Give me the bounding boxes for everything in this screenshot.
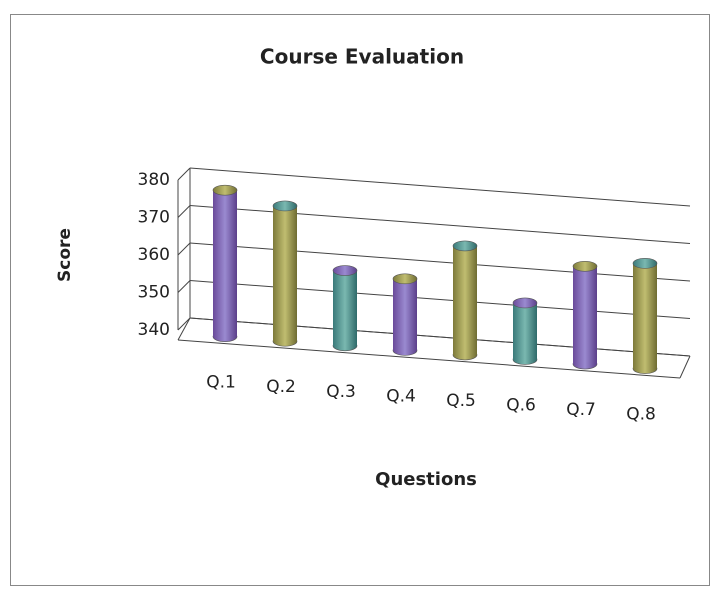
cylinder-top: [572, 260, 598, 272]
x-tick-label: Q.1: [206, 373, 236, 393]
cylinder-top: [212, 184, 238, 196]
cylinder-top: [272, 200, 298, 212]
x-tick-label: Q.4: [386, 386, 416, 406]
bar: [573, 266, 597, 365]
bar: [333, 270, 357, 346]
x-tick-label: Q.6: [506, 395, 536, 415]
grid-line-side: [177, 242, 191, 256]
grid-line-side: [177, 317, 191, 331]
floor-right: [679, 355, 691, 379]
grid-line: [189, 167, 691, 207]
grid-line-side: [177, 167, 191, 181]
bar: [213, 190, 237, 337]
grid-line-side: [177, 205, 191, 218]
grid-line: [189, 280, 691, 319]
cylinder-top: [392, 273, 418, 285]
x-axis-label: Questions: [375, 469, 477, 490]
grid-line-side: [177, 280, 191, 293]
x-tick-label: Q.2: [266, 377, 296, 397]
chart-title: Course Evaluation: [260, 45, 464, 69]
y-tick-label: 360: [138, 245, 170, 265]
floor-front: [177, 339, 681, 379]
bar: [633, 263, 657, 369]
floor-left: [177, 317, 191, 341]
x-tick-label: Q.8: [626, 405, 656, 425]
chart-frame: [10, 14, 710, 586]
bar: [453, 245, 477, 355]
cylinder-top: [452, 240, 478, 252]
bar: [513, 302, 537, 360]
x-tick-label: Q.3: [326, 382, 356, 402]
cylinder-top: [332, 265, 358, 276]
y-tick-label: 370: [138, 208, 170, 228]
y-tick-label: 340: [138, 320, 170, 340]
cylinder-top: [512, 297, 538, 309]
y-tick-label: 380: [138, 170, 170, 190]
bar: [273, 205, 297, 342]
y-tick-label: 350: [138, 283, 170, 303]
grid-line: [189, 205, 691, 244]
y-axis-label: Score: [55, 228, 75, 282]
bar: [393, 278, 417, 351]
x-tick-label: Q.7: [566, 400, 596, 420]
cylinder-top: [632, 258, 658, 269]
grid-line: [189, 317, 691, 357]
x-tick-label: Q.5: [446, 391, 476, 411]
grid-line: [189, 242, 691, 282]
